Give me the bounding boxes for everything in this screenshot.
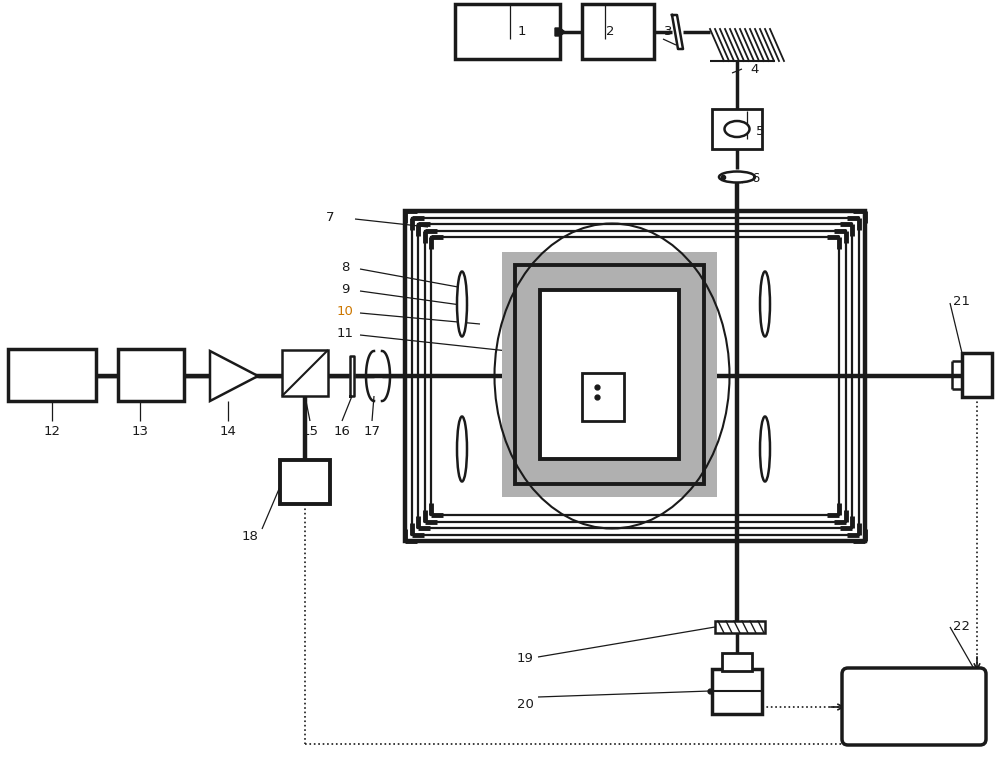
- Text: 21: 21: [953, 295, 970, 308]
- Text: 2: 2: [606, 25, 614, 38]
- Ellipse shape: [457, 271, 467, 337]
- Bar: [412, 218, 858, 534]
- Bar: [502, 252, 717, 497]
- Bar: [515, 265, 704, 484]
- Bar: [8, 349, 96, 401]
- Text: 4: 4: [751, 62, 759, 75]
- Text: 16: 16: [334, 424, 350, 438]
- Text: 7: 7: [326, 211, 334, 224]
- Bar: [582, 4, 654, 59]
- Ellipse shape: [724, 121, 750, 137]
- FancyBboxPatch shape: [842, 668, 986, 745]
- Ellipse shape: [760, 417, 770, 481]
- Text: 9: 9: [341, 282, 349, 295]
- Bar: [455, 4, 560, 59]
- Text: 8: 8: [341, 261, 349, 274]
- Text: 18: 18: [242, 531, 258, 544]
- Bar: [418, 224, 852, 528]
- Bar: [712, 109, 762, 149]
- Text: 5: 5: [756, 125, 764, 138]
- Bar: [118, 349, 184, 401]
- Ellipse shape: [719, 171, 755, 182]
- Text: 20: 20: [517, 697, 533, 711]
- Text: 19: 19: [517, 653, 533, 665]
- FancyArrow shape: [555, 28, 565, 36]
- Polygon shape: [210, 351, 258, 401]
- Text: 1: 1: [518, 25, 526, 38]
- Bar: [280, 460, 330, 504]
- Bar: [712, 669, 762, 714]
- Bar: [431, 237, 839, 515]
- Polygon shape: [672, 15, 683, 49]
- Polygon shape: [350, 356, 354, 396]
- Bar: [722, 653, 752, 671]
- Ellipse shape: [760, 271, 770, 337]
- Text: 13: 13: [132, 424, 148, 438]
- Polygon shape: [282, 460, 328, 461]
- Text: 6: 6: [751, 172, 759, 185]
- Text: 17: 17: [364, 424, 380, 438]
- Text: 14: 14: [220, 424, 236, 438]
- Bar: [282, 350, 328, 396]
- Text: 15: 15: [302, 424, 318, 438]
- Bar: [962, 353, 992, 397]
- Bar: [424, 231, 846, 521]
- Bar: [715, 621, 765, 633]
- Bar: [405, 211, 865, 541]
- Bar: [540, 290, 679, 459]
- Text: 3: 3: [664, 25, 672, 38]
- Text: 11: 11: [336, 327, 354, 339]
- Bar: [582, 373, 624, 421]
- Text: 22: 22: [953, 621, 970, 634]
- Text: 10: 10: [337, 305, 353, 318]
- Text: 12: 12: [44, 424, 60, 438]
- Ellipse shape: [457, 417, 467, 481]
